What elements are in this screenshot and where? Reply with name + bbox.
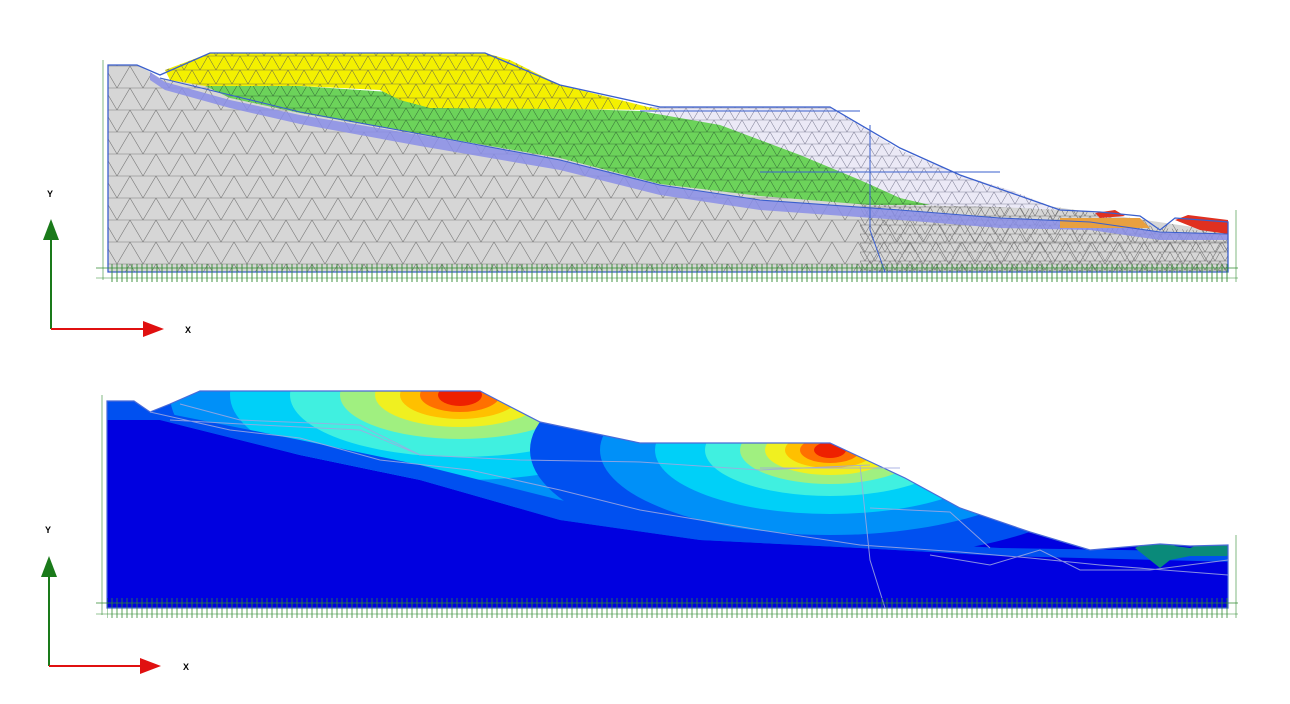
contour-interface-lines bbox=[149, 403, 1229, 609]
x-axis-label: X bbox=[183, 662, 189, 672]
x-axis-label: X bbox=[185, 325, 191, 335]
axis-triad-2: Y X bbox=[41, 525, 189, 674]
light-zone-region bbox=[640, 107, 1060, 210]
top-soil-layer bbox=[165, 53, 660, 110]
interface-line-1 bbox=[159, 77, 1229, 235]
y-axis-label: Y bbox=[47, 189, 53, 199]
contour-panel: Y X bbox=[41, 390, 1238, 674]
mid-soil-layer bbox=[205, 86, 930, 205]
y-axis-label: Y bbox=[45, 525, 51, 535]
transition-zone bbox=[160, 412, 1228, 562]
contour-bottom-fixity bbox=[107, 598, 1229, 618]
fine-mesh-zone bbox=[860, 190, 1228, 272]
x-axis-arrow-icon bbox=[143, 321, 164, 337]
contour-outline bbox=[106, 390, 1229, 609]
mesh-panel: Y X bbox=[43, 52, 1238, 337]
y-axis-arrow-icon bbox=[41, 556, 57, 577]
interface-line-2 bbox=[640, 110, 1000, 273]
deep-zone bbox=[107, 420, 1228, 608]
bottom-fixity bbox=[108, 264, 1230, 282]
model-outline bbox=[107, 52, 1229, 273]
x-axis-arrow-icon bbox=[140, 658, 161, 674]
toe-orange-patch bbox=[1060, 218, 1150, 228]
y-axis-arrow-icon bbox=[43, 219, 59, 240]
axis-triad: Y X bbox=[43, 189, 191, 337]
toe-red-patch-2 bbox=[1175, 215, 1228, 234]
